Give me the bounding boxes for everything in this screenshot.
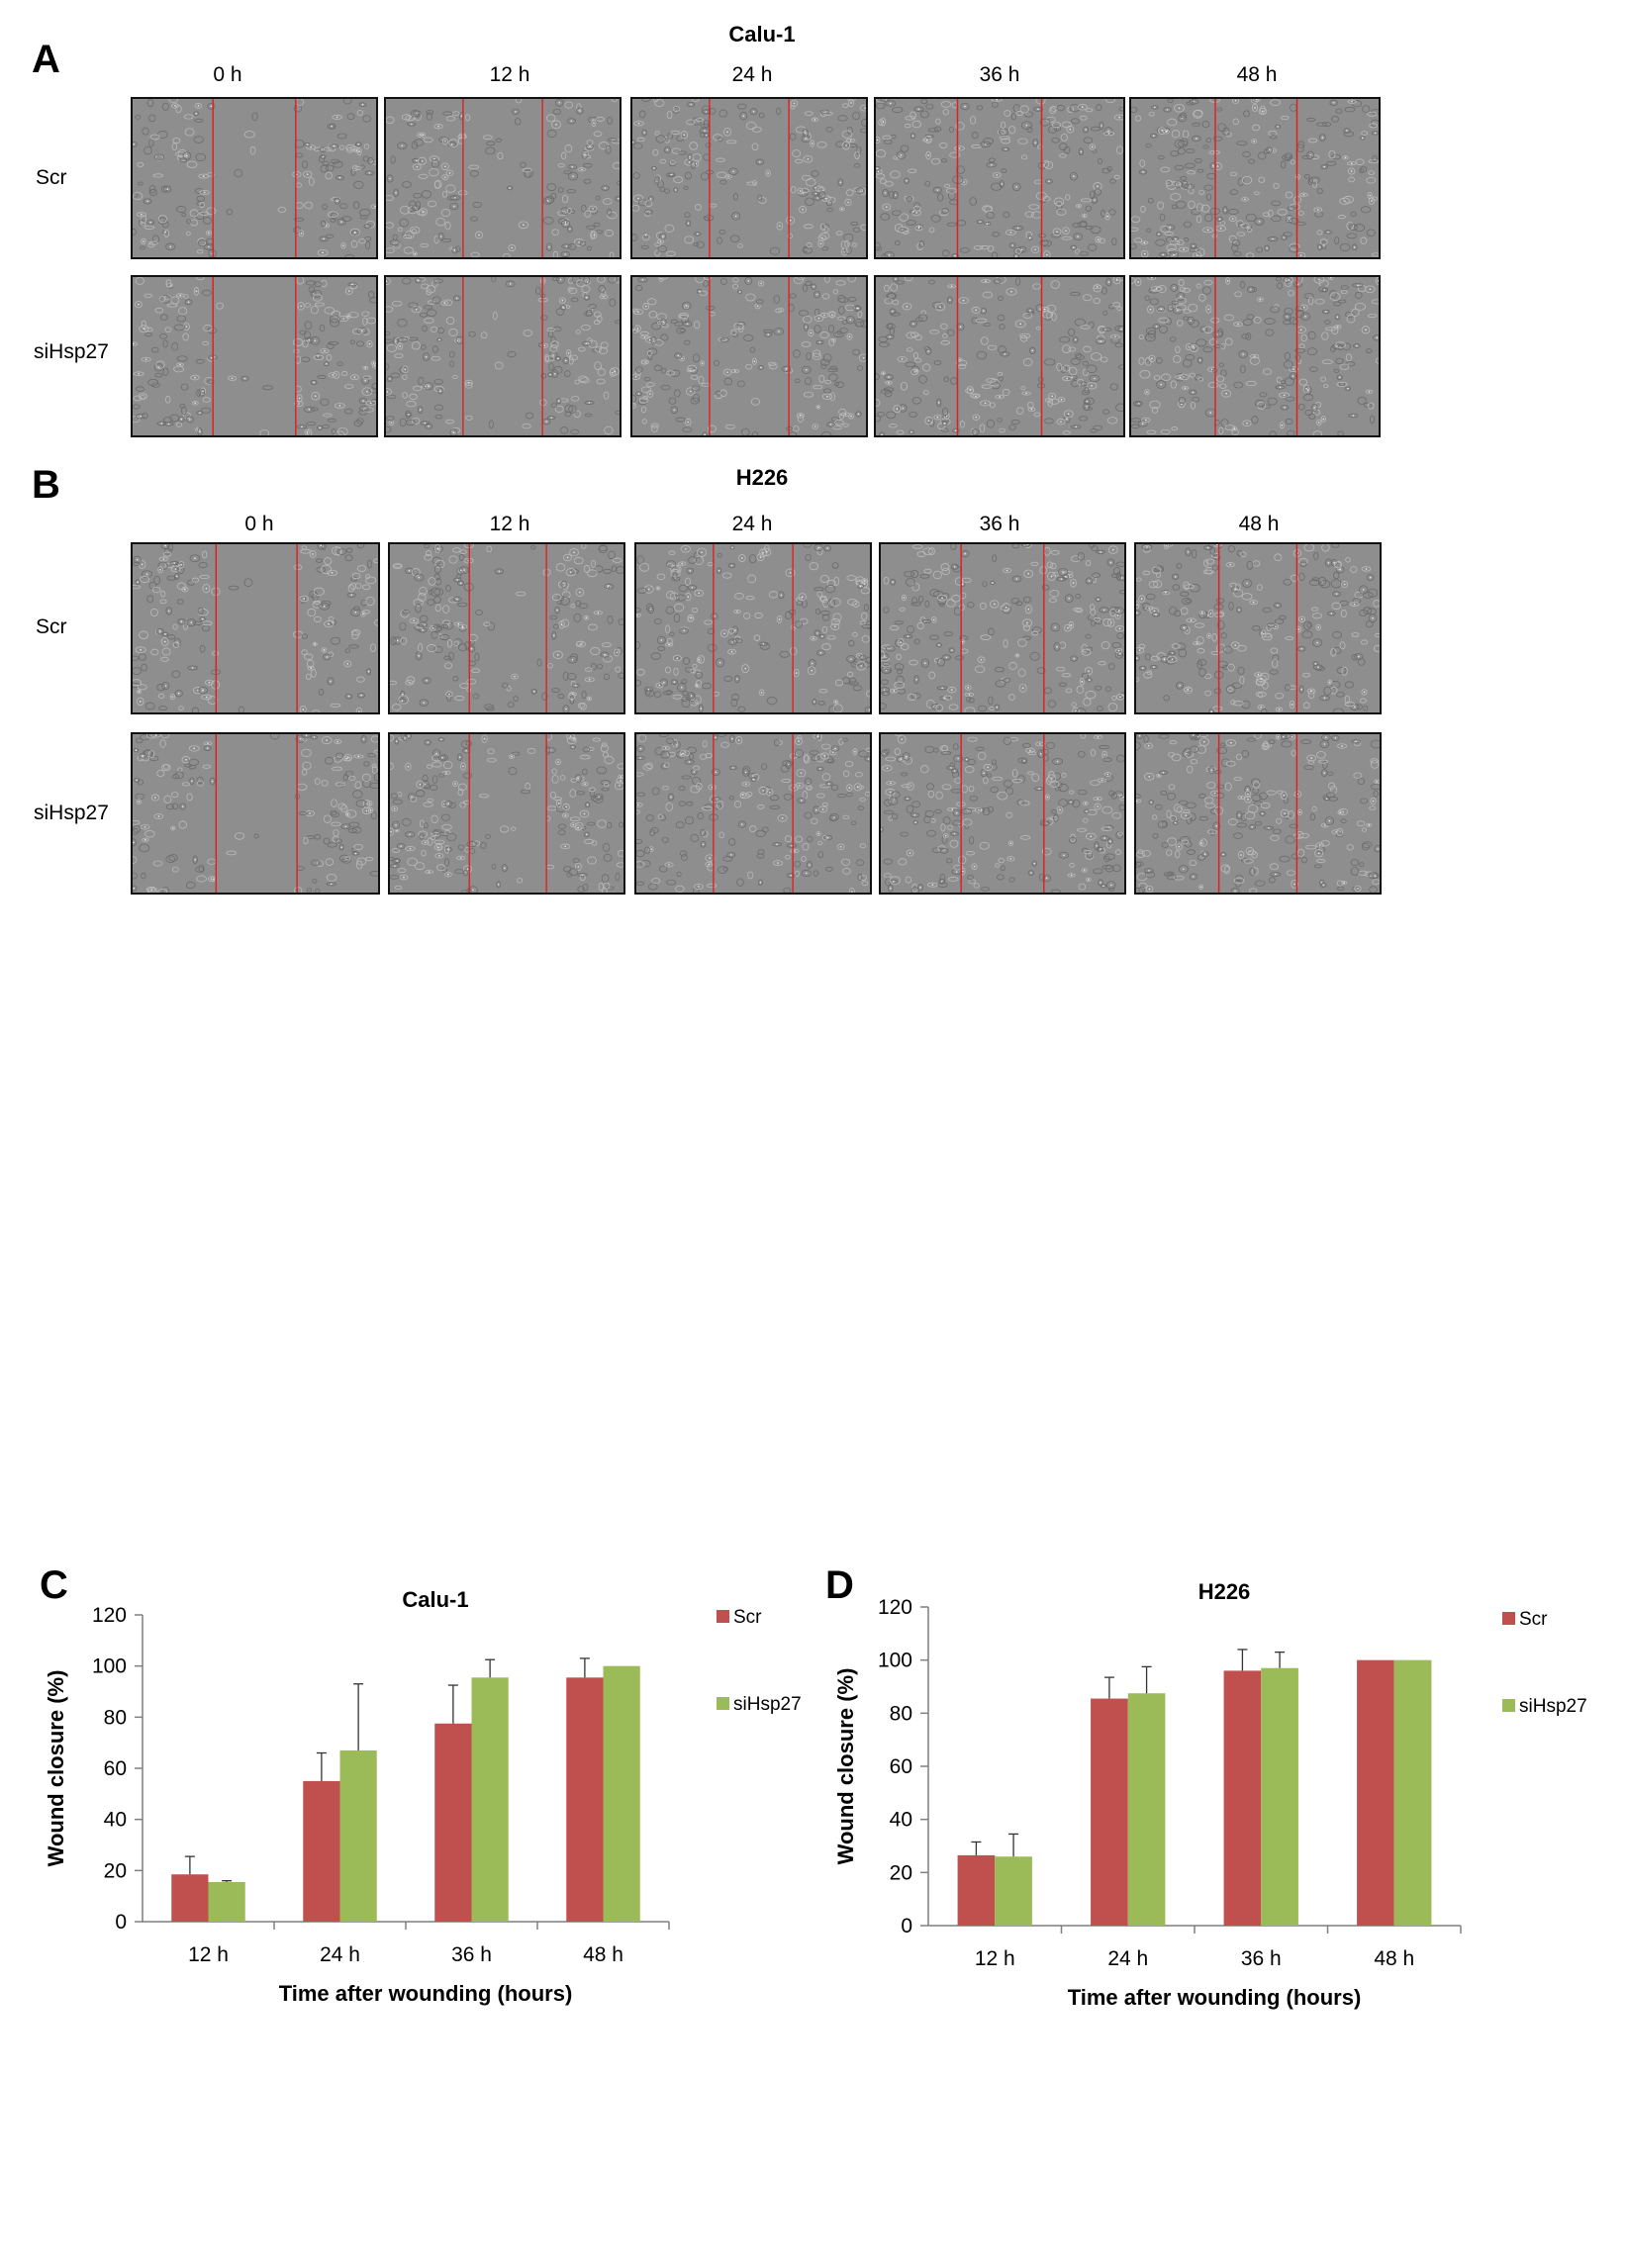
panel-a-image-scr-3 bbox=[874, 97, 1125, 259]
chart-c-bar-sihsp27-1 bbox=[339, 1749, 377, 1922]
chart-c-bar-scr-3 bbox=[566, 1677, 604, 1922]
panel-b-image-scr-2 bbox=[634, 542, 872, 714]
chart-c-y-tick-label: 0 bbox=[115, 1911, 127, 1934]
chart-c-x-tick-label: 36 h bbox=[451, 1943, 492, 1966]
chart-d-x-label: Time after wounding (hours) bbox=[1068, 1985, 1362, 2010]
chart-c-x-tick-label: 24 h bbox=[320, 1943, 360, 1966]
panel-b-time-4: 48 h bbox=[1238, 513, 1280, 535]
panel-a-time-4: 48 h bbox=[1236, 63, 1278, 86]
panel-a-image-scr-1 bbox=[384, 97, 622, 259]
chart-d-legend-label-sihsp27: siHsp27 bbox=[1519, 1696, 1587, 1717]
chart-d-bar-scr-2 bbox=[1223, 1670, 1262, 1926]
chart-d-title: H226 bbox=[1198, 1579, 1251, 1604]
chart-d-legend-swatch-sihsp27 bbox=[1502, 1699, 1515, 1712]
panel-b-time-2: 24 h bbox=[731, 513, 773, 535]
chart-d-y-tick-label: 40 bbox=[890, 1809, 912, 1832]
chart-c-y-tick-label: 120 bbox=[92, 1604, 127, 1627]
panel-b-image-scr-0 bbox=[131, 542, 380, 714]
chart-d-bar-sihsp27-1 bbox=[1127, 1693, 1166, 1926]
panel-b-row-scr: Scr bbox=[36, 615, 67, 638]
panel-a-image-sihsp27-0 bbox=[131, 275, 378, 437]
panel-b-title: H226 bbox=[735, 465, 789, 490]
chart-d-x-tick-label: 36 h bbox=[1241, 1947, 1282, 1970]
wound-closure-chart-calu1: Calu-1 0 20 40 60 80 100 120 12 h 24 h 36 h 48 h Wou… bbox=[44, 1587, 802, 2006]
panel-a-row-scr: Scr bbox=[36, 166, 67, 189]
panel-a-image-sihsp27-4 bbox=[1129, 275, 1381, 437]
chart-c-bar-scr-0 bbox=[171, 1874, 209, 1922]
chart-d-y-tick-label: 100 bbox=[878, 1650, 912, 1672]
chart-d-x-tick-label: 24 h bbox=[1107, 1947, 1148, 1970]
chart-d-y-tick-label: 20 bbox=[890, 1861, 912, 1884]
chart-d-bar-scr-3 bbox=[1357, 1659, 1394, 1926]
chart-d-legend-label-scr: Scr bbox=[1519, 1609, 1548, 1630]
chart-d-bar-sihsp27-3 bbox=[1393, 1659, 1432, 1926]
panel-a-image-scr-0 bbox=[131, 97, 378, 259]
panel-b-image-sihsp27-3 bbox=[879, 732, 1126, 895]
chart-c-legend-swatch-scr bbox=[717, 1610, 729, 1623]
chart-c-bar-sihsp27-2 bbox=[471, 1677, 509, 1922]
panel-b-row-sihsp27: siHsp27 bbox=[34, 802, 109, 824]
panel-b-image-scr-3 bbox=[879, 542, 1126, 714]
chart-d-bar-sihsp27-2 bbox=[1261, 1667, 1298, 1926]
panel-b-time-0: 0 h bbox=[244, 513, 274, 535]
chart-c-y-tick-label: 20 bbox=[104, 1859, 127, 1882]
chart-c-legend-swatch-sihsp27 bbox=[717, 1697, 729, 1710]
panel-b-image-sihsp27-2 bbox=[634, 732, 872, 895]
panel-b-image-sihsp27-0 bbox=[131, 732, 380, 895]
chart-c-x-label: Time after wounding (hours) bbox=[279, 1981, 573, 2006]
chart-d-y-tick-label: 60 bbox=[890, 1755, 912, 1778]
wound-closure-chart-h226: H226 0 20 40 60 80 100 120 12 h 24 h 36 h 48 h Wound… bbox=[833, 1579, 1587, 2010]
chart-d-x-tick-label: 48 h bbox=[1374, 1947, 1414, 1970]
chart-c-y-label: Wound closure (%) bbox=[44, 1670, 68, 1867]
panel-b-image-sihsp27-1 bbox=[388, 732, 625, 895]
panel-b-letter: B bbox=[32, 463, 60, 507]
panel-a-image-sihsp27-1 bbox=[384, 275, 622, 437]
chart-d-y-tick-label: 120 bbox=[878, 1596, 912, 1619]
panel-d-letter: D bbox=[825, 1563, 854, 1607]
chart-d-legend-swatch-scr bbox=[1502, 1612, 1515, 1625]
panel-a-time-3: 36 h bbox=[979, 63, 1020, 86]
chart-d-x-tick-label: 12 h bbox=[975, 1947, 1015, 1970]
panel-a-row-sihsp27: siHsp27 bbox=[34, 340, 109, 363]
chart-c-bar-scr-2 bbox=[434, 1723, 472, 1922]
panel-a-time-0: 0 h bbox=[213, 63, 242, 86]
chart-c-y-tick-label: 40 bbox=[104, 1809, 127, 1832]
panel-a-image-sihsp27-3 bbox=[874, 275, 1125, 437]
panel-b-time-1: 12 h bbox=[489, 513, 530, 535]
panel-b-time-3: 36 h bbox=[979, 513, 1020, 535]
chart-c-legend-label-sihsp27: siHsp27 bbox=[733, 1694, 802, 1715]
chart-c-x-tick-label: 12 h bbox=[188, 1943, 229, 1966]
chart-d-y-tick-label: 0 bbox=[901, 1915, 912, 1937]
panel-a-time-1: 12 h bbox=[489, 63, 530, 86]
panel-c-letter: C bbox=[40, 1563, 68, 1607]
chart-d-bar-scr-1 bbox=[1091, 1698, 1128, 1926]
panel-a-time-2: 24 h bbox=[731, 63, 773, 86]
chart-c-y-tick-label: 100 bbox=[92, 1655, 127, 1678]
panel-b-image-sihsp27-4 bbox=[1134, 732, 1382, 895]
chart-c-y-tick-label: 60 bbox=[104, 1757, 127, 1780]
chart-c-bar-scr-1 bbox=[303, 1780, 340, 1922]
chart-c-bar-sihsp27-3 bbox=[603, 1665, 640, 1922]
chart-c-y-tick-label: 80 bbox=[104, 1706, 127, 1729]
chart-c-title: Calu-1 bbox=[402, 1587, 468, 1612]
chart-c-x-tick-label: 48 h bbox=[583, 1943, 623, 1966]
panel-a-image-sihsp27-2 bbox=[630, 275, 868, 437]
chart-c-legend-label-scr: Scr bbox=[733, 1607, 762, 1628]
panel-a-title: Calu-1 bbox=[728, 22, 796, 47]
chart-d-bar-scr-0 bbox=[957, 1854, 996, 1926]
chart-d-bar-sihsp27-0 bbox=[995, 1856, 1032, 1926]
chart-d-y-label: Wound closure (%) bbox=[833, 1668, 858, 1865]
panel-b-image-scr-4 bbox=[1134, 542, 1382, 714]
chart-d-y-tick-label: 80 bbox=[890, 1702, 912, 1725]
chart-c-bar-sihsp27-0 bbox=[208, 1881, 245, 1922]
panel-a-image-scr-4 bbox=[1129, 97, 1381, 259]
panel-a-image-scr-2 bbox=[630, 97, 868, 259]
panel-a-letter: A bbox=[32, 38, 60, 81]
panel-b-image-scr-1 bbox=[388, 542, 625, 714]
